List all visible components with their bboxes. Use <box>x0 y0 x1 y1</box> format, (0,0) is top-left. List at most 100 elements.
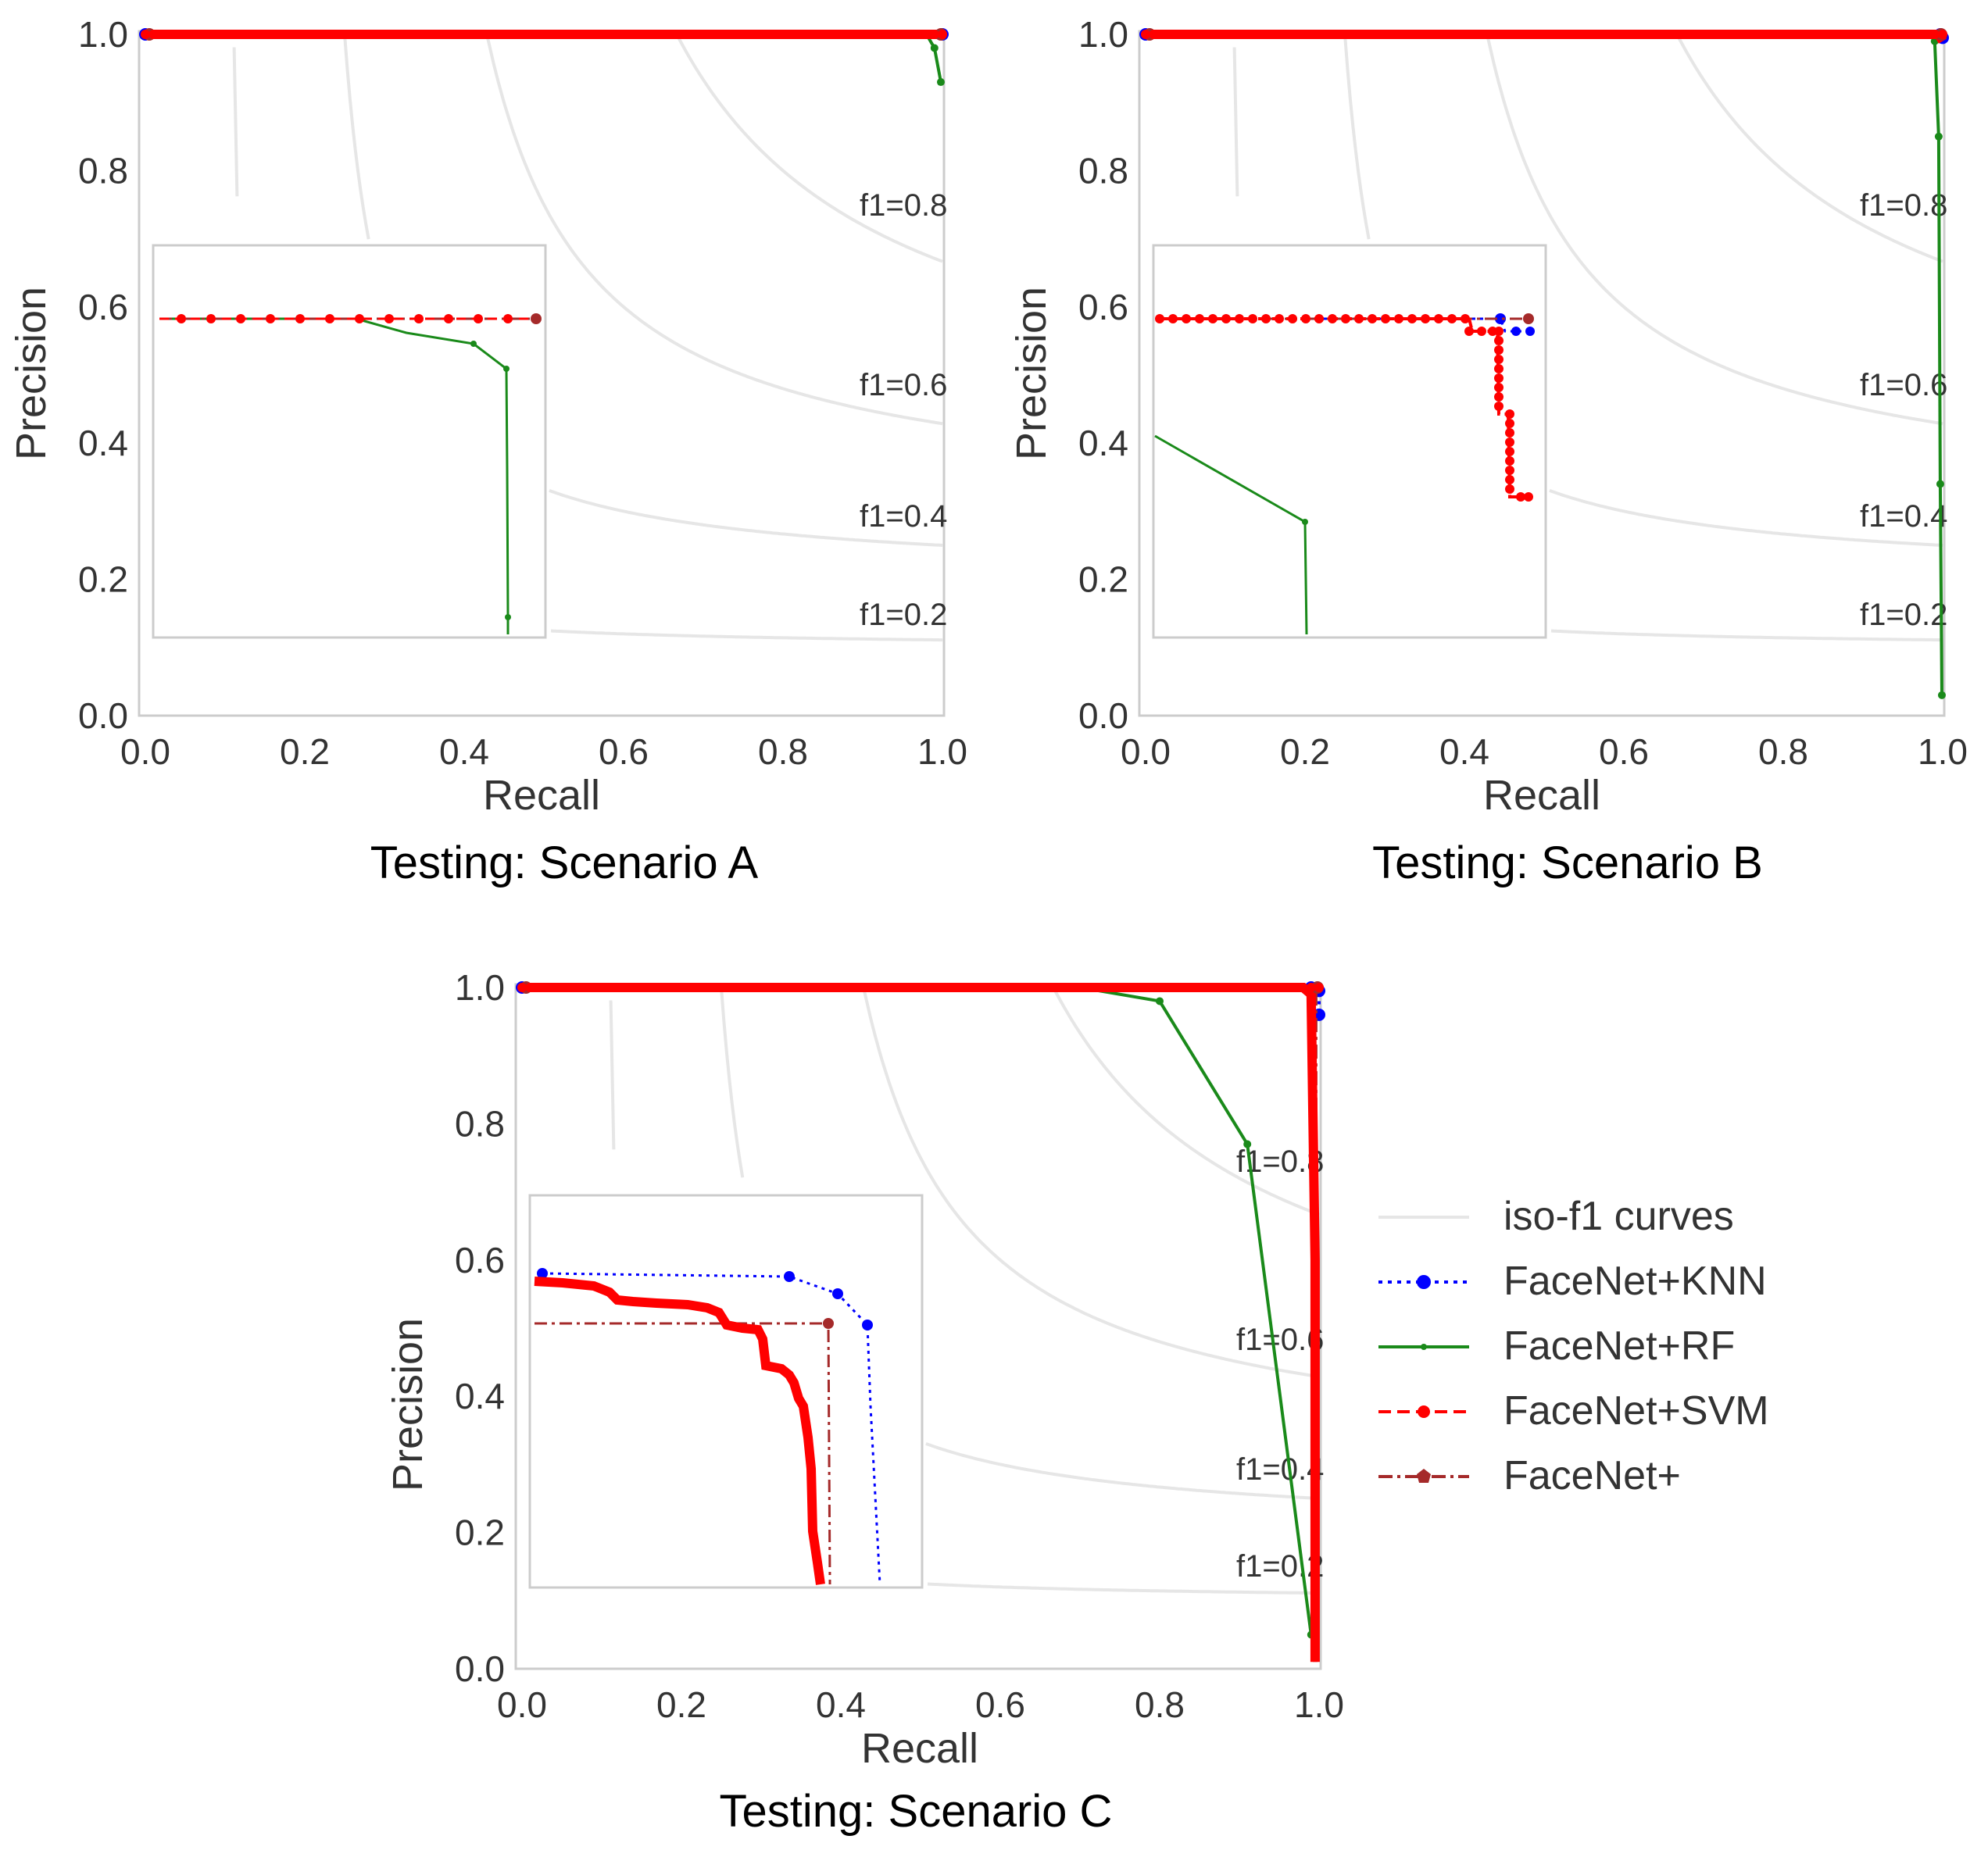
svm-marker <box>411 30 421 39</box>
svm-marker <box>1043 983 1053 992</box>
inset-b-svm-point <box>1488 327 1497 336</box>
series-point <box>1937 691 1946 699</box>
svm-marker <box>1228 30 1239 39</box>
inset-b-svm-point <box>1221 314 1231 323</box>
ticks-b: 0.0 0.2 0.4 0.6 0.8 1.0 0.0 0.2 0.4 0.6 0.8 1.0 <box>1078 14 1968 772</box>
svm-marker <box>565 983 575 992</box>
iso-label-b-0.4: f1=0.4 <box>1860 499 1947 534</box>
svm-marker <box>1212 30 1222 39</box>
svm-marker <box>1818 30 1828 39</box>
inset-c-svm-line <box>534 1277 825 1585</box>
svm-marker <box>1115 983 1125 992</box>
svm-marker <box>1164 30 1175 39</box>
inset-b-knn-point <box>1525 327 1535 336</box>
svm-marker <box>884 983 894 992</box>
svm-marker <box>772 983 782 992</box>
svm-marker <box>427 30 438 39</box>
inset-a-svm-point <box>236 314 245 323</box>
svm-marker <box>996 983 1005 992</box>
y-tick-label: 0.4 <box>1078 423 1128 463</box>
inset-b-svm-point <box>1368 314 1377 323</box>
svm-marker <box>642 30 653 39</box>
svm-marker <box>1531 30 1541 39</box>
svm-marker <box>874 30 884 39</box>
inset-b-svm-point <box>1494 355 1504 364</box>
svm-marker <box>1842 30 1852 39</box>
svm-marker <box>1268 30 1278 39</box>
svm-marker <box>331 30 341 39</box>
iso-labels-a: f1=0.8 f1=0.6 f1=0.4 f1=0.2 <box>860 188 947 632</box>
series-point <box>1243 1140 1252 1148</box>
y-tick-label: 0.6 <box>1078 287 1128 327</box>
legend-marker-svm <box>1418 1405 1430 1418</box>
svm-marker <box>756 983 766 992</box>
inset-a-svm-point <box>384 314 394 323</box>
inset-b-svm-point <box>1461 314 1470 323</box>
inset-b <box>1152 244 1547 639</box>
svm-marker <box>588 983 599 992</box>
svm-marker <box>1316 30 1326 39</box>
svm-marker <box>796 983 806 992</box>
svm-marker <box>1131 983 1141 992</box>
svm-marker <box>1107 983 1117 992</box>
svm-marker <box>667 30 677 39</box>
svm-marker <box>812 983 822 992</box>
ylabel-b: Precision <box>1008 287 1055 460</box>
x-tick-label: 0.6 <box>975 1684 1025 1725</box>
svm-marker <box>1491 30 1501 39</box>
svm-marker <box>1083 983 1093 992</box>
svm-marker <box>1403 30 1414 39</box>
iso-f1-curve <box>1550 629 1943 642</box>
svm-marker <box>762 30 772 39</box>
inset-b-svm-point <box>1505 409 1514 419</box>
x-tick-label: 1.0 <box>917 731 967 772</box>
svm-marker <box>1539 30 1549 39</box>
svm-marker <box>1139 983 1149 992</box>
svm-marker <box>844 983 854 992</box>
inset-b-svm-point <box>1354 314 1364 323</box>
y-tick-label: 0.0 <box>1078 695 1128 736</box>
iso-label-c-0.2: f1=0.2 <box>1236 1549 1324 1584</box>
svm-marker <box>1149 30 1159 39</box>
iso-f1-curve <box>1549 489 1943 547</box>
inset-b-svm-point <box>1494 336 1504 345</box>
inset-frame-b <box>1152 244 1547 639</box>
inset-b-svm-point <box>1477 327 1486 336</box>
svm-marker <box>810 30 820 39</box>
svm-marker <box>620 983 631 992</box>
svm-marker <box>181 30 190 39</box>
series-point <box>930 44 939 52</box>
svm-marker <box>754 30 764 39</box>
y-tick-label: 0.6 <box>455 1240 505 1280</box>
inset-b-svm-point <box>1314 314 1324 323</box>
iso-label-b-0.2: f1=0.2 <box>1860 598 1947 632</box>
ticks-c: 0.0 0.2 0.4 0.6 0.8 1.0 0.0 0.2 0.4 0.6 0.8 1.0 <box>455 967 1344 1725</box>
ylabel-a: Precision <box>8 287 55 460</box>
svm-marker <box>1436 30 1446 39</box>
svm-marker <box>1794 30 1804 39</box>
svm-marker <box>1196 30 1207 39</box>
xlabel-b: Recall <box>1483 772 1600 819</box>
svm-marker <box>228 30 238 39</box>
svm-marker <box>1866 30 1876 39</box>
svm-marker <box>595 30 605 39</box>
svm-marker <box>316 30 326 39</box>
inset-b-svm-point <box>1275 314 1284 323</box>
inset-a-svm-point <box>295 314 305 323</box>
svm-marker <box>1226 983 1236 992</box>
svm-marker <box>435 30 445 39</box>
series-point <box>1936 480 1944 488</box>
svm-marker <box>1635 30 1645 39</box>
y-tick-label: 0.8 <box>1078 150 1128 191</box>
svm-marker <box>196 30 206 39</box>
svm-marker <box>451 30 461 39</box>
svm-marker <box>1739 30 1748 39</box>
svm-marker <box>738 30 748 39</box>
svm-marker <box>1203 983 1213 992</box>
svm-marker <box>708 983 718 992</box>
inset-b-svm-point <box>1235 314 1244 323</box>
svm-marker <box>788 983 798 992</box>
svm-marker <box>1826 30 1836 39</box>
svm-marker <box>388 30 398 39</box>
iso-f1-curve <box>859 986 1320 1379</box>
